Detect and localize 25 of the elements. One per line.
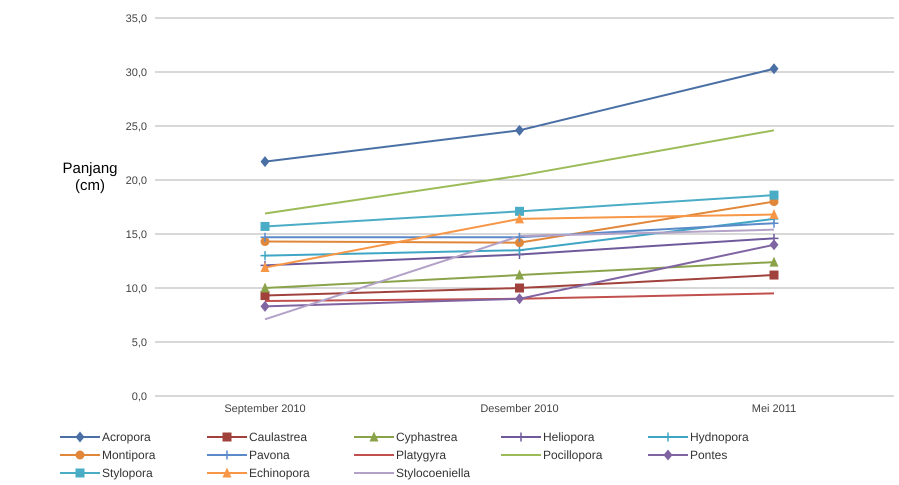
y-axis-title: Panjang (cm) bbox=[61, 160, 119, 194]
legend-label: Cyphastrea bbox=[396, 430, 458, 444]
legend-label: Pocillopora bbox=[543, 448, 602, 462]
y-tick-label: 5,0 bbox=[132, 336, 147, 349]
legend-label: Caulastrea bbox=[249, 430, 308, 444]
legend-label: Echinopora bbox=[249, 466, 310, 480]
y-tick-label: 10,0 bbox=[126, 282, 147, 295]
y-tick-label: 35,0 bbox=[126, 12, 147, 25]
x-tick-label: September 2010 bbox=[224, 402, 306, 415]
legend-label: Pavona bbox=[249, 448, 290, 462]
y-tick-label: 30,0 bbox=[126, 66, 147, 79]
legend-label: Stylocoeniella bbox=[396, 466, 470, 480]
y-tick-label: 15,0 bbox=[126, 228, 147, 241]
y-tick-label: 0,0 bbox=[132, 390, 147, 403]
legend-label: Acropora bbox=[102, 430, 151, 444]
legend-label: Pontes bbox=[690, 448, 728, 462]
x-tick-label: Mei 2011 bbox=[752, 402, 796, 415]
x-tick-label: Desember 2010 bbox=[480, 402, 559, 415]
legend-label: Heliopora bbox=[543, 430, 594, 444]
legend-label: Stylopora bbox=[102, 466, 153, 480]
y-tick-label: 25,0 bbox=[126, 120, 147, 133]
legend-label: Platygyra bbox=[396, 448, 446, 462]
legend-label: Hydnopora bbox=[690, 430, 749, 444]
legend-label: Montipora bbox=[102, 448, 156, 462]
y-tick-label: 20,0 bbox=[126, 174, 147, 187]
